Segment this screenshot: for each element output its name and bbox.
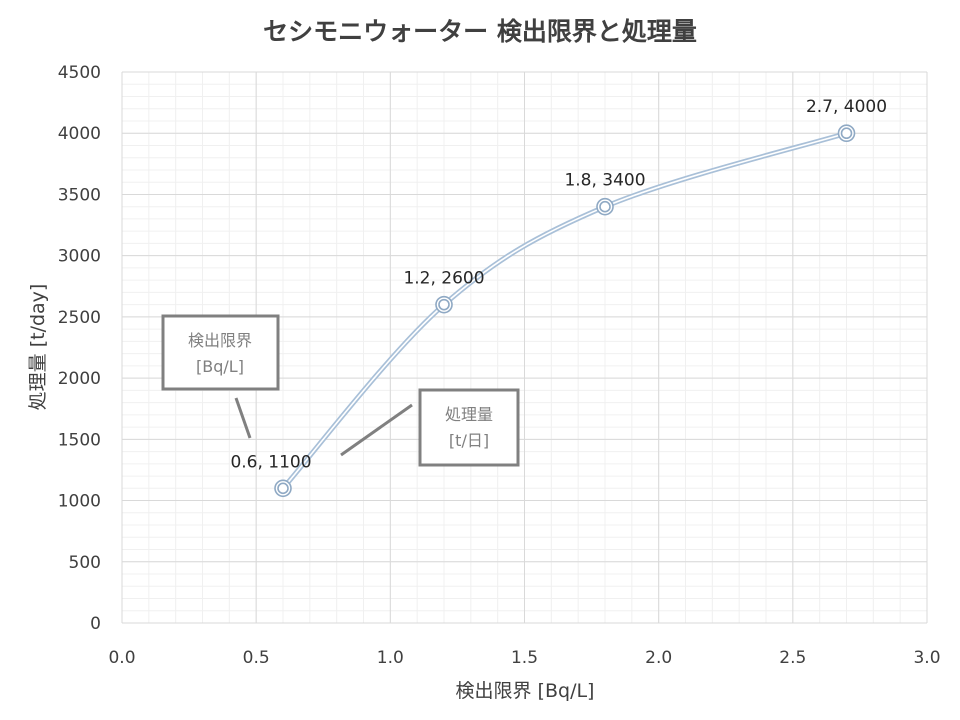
callout-title: 処理量 [445,405,493,424]
y-tick-label: 2500 [58,308,101,328]
x-tick-label: 1.5 [511,648,538,668]
data-point [596,197,614,216]
y-axis-tick-labels: 0 500 1000 1500 2000 2500 3000 3500 4000 4500 [58,63,101,634]
series-line-inner [282,132,847,489]
data-labels: 0.6, 1100 1.2, 2600 1.8, 3400 2.7, 4000 [230,97,887,472]
y-tick-label: 4000 [58,124,101,144]
y-tick-label: 1000 [58,492,101,512]
callout-leader-line [234,397,252,439]
x-tick-label: 2.0 [645,648,672,668]
series-line [281,130,848,490]
data-point [274,479,292,498]
x-tick-label: 0.5 [243,648,270,668]
y-tick-label: 1500 [58,430,101,450]
data-point-inner-ring [599,200,611,213]
chart-title: セシモニウォーター 検出限界と処理量 [263,17,697,46]
callout-title: 検出限界 [188,331,252,350]
y-tick-label: 3500 [58,185,101,205]
data-point [837,124,856,143]
data-label: 1.2, 2600 [403,269,484,289]
callout-detection-limit: 検出限界 [Bq/L] [161,314,280,439]
data-point [435,295,453,314]
y-tick-label: 3000 [58,247,101,267]
callout-box [161,314,280,391]
callout-leader-line [340,403,413,457]
x-axis-title: 検出限界 [Bq/L] [456,680,595,702]
data-point-inner-ring [277,482,289,495]
x-axis-tick-labels: 0.0 0.5 1.0 1.5 2.0 2.5 3.0 [108,648,940,668]
x-tick-label: 0.0 [108,648,135,668]
data-label: 2.7, 4000 [806,97,887,117]
y-tick-label: 2000 [58,369,101,389]
major-gridlines [121,71,928,624]
callout-unit: [Bq/L] [196,357,244,376]
callout-throughput: 処理量 [t/日] [340,388,520,467]
data-points [274,124,856,498]
y-tick-label: 500 [69,553,101,573]
data-point-inner-ring [840,127,853,140]
x-tick-label: 1.0 [377,648,404,668]
data-point-inner-ring [438,298,450,311]
x-tick-label: 2.5 [779,648,806,668]
callout-box [418,388,520,467]
x-tick-label: 3.0 [913,648,940,668]
callout-unit: [t/日] [449,431,489,450]
y-axis-title: 処理量 [t/day] [27,284,49,411]
y-tick-label: 0 [90,614,101,634]
y-tick-label: 4500 [58,63,101,83]
data-label: 0.6, 1100 [230,452,311,472]
data-label: 1.8, 3400 [564,171,645,191]
